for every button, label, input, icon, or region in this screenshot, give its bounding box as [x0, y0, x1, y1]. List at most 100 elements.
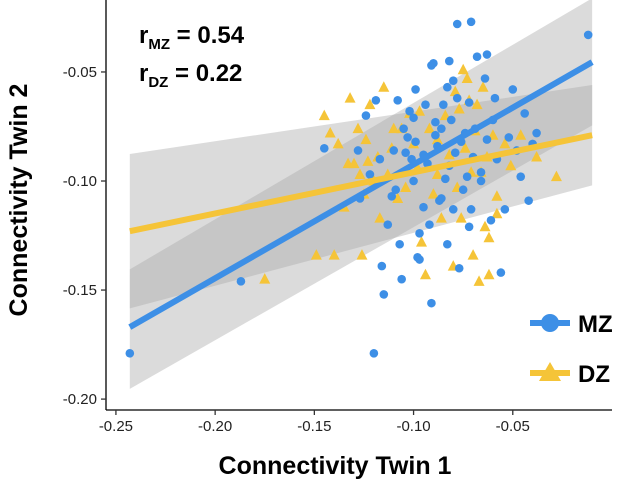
x-tick-label: -0.10 [396, 418, 430, 435]
y-tick-label: -0.15 [63, 282, 97, 299]
mz-point [365, 170, 375, 179]
mz-legend-marker [541, 314, 559, 332]
mz-point [431, 117, 440, 127]
mz-point [448, 205, 458, 214]
y-tick-label: -0.20 [63, 391, 97, 408]
mz-point [524, 196, 533, 205]
dz-point [467, 249, 479, 260]
mz-point [462, 172, 472, 181]
mz-point [401, 148, 410, 157]
x-axis-title: Connectivity Twin 1 [219, 452, 452, 479]
mz-point [437, 124, 446, 133]
dz-point [550, 170, 562, 182]
dz-point [328, 249, 340, 260]
dz-point [483, 268, 495, 280]
mz-point [464, 98, 474, 107]
mz-point [411, 137, 420, 147]
mz-point [516, 172, 526, 181]
dz-point [491, 207, 503, 219]
mz-point [319, 143, 329, 153]
mz-point [379, 290, 389, 299]
mz-legend-label: MZ [578, 311, 613, 338]
mz-point [423, 159, 432, 168]
dz-point [435, 212, 447, 223]
mz-point [409, 113, 418, 123]
mz-point [419, 202, 428, 212]
dz-point [461, 72, 473, 84]
dz-point [457, 63, 469, 75]
y-tick-label: -0.10 [63, 173, 97, 190]
mz-point [444, 56, 454, 66]
dz-point [354, 168, 366, 179]
mz-point [490, 93, 500, 103]
mz-point [443, 82, 452, 92]
mz-point [415, 255, 424, 264]
mz-point [427, 61, 436, 70]
mz-point [403, 133, 412, 142]
mz-point [452, 93, 462, 103]
mz-point [397, 274, 406, 284]
mz-point [583, 30, 593, 40]
x-tick-label: -0.25 [99, 418, 133, 435]
dz-point [479, 220, 491, 232]
mz-point [482, 50, 492, 59]
mz-point [375, 154, 385, 164]
regression-lines [128, 59, 594, 330]
mz-point [439, 100, 448, 109]
dz-point [352, 122, 364, 134]
mz-point [425, 220, 434, 229]
mz-point [236, 277, 246, 286]
x-tick-label: -0.20 [198, 418, 232, 435]
dz-point [431, 168, 443, 179]
mz-point [448, 76, 458, 85]
mz-point [458, 185, 468, 195]
mz-point [377, 261, 387, 271]
mz-point [399, 124, 408, 133]
dz-point [392, 192, 404, 203]
dz-point [473, 275, 485, 286]
mz-point [421, 100, 430, 109]
dz-point [455, 212, 467, 223]
mz-point [395, 239, 404, 249]
dz-point [477, 81, 489, 92]
mz-regression-line [128, 59, 594, 330]
dz-point [374, 212, 386, 223]
dz-point [491, 190, 503, 201]
dz-point [419, 268, 431, 280]
mz-point [500, 205, 510, 214]
dz-point [324, 127, 336, 138]
dz-point [360, 133, 372, 145]
mz-point [371, 96, 381, 105]
dz-point [400, 181, 412, 193]
correlation-dz: rDZ = 0.22 [139, 60, 242, 91]
mz-point [431, 130, 440, 140]
dz-point [310, 249, 322, 260]
mz-point [532, 128, 541, 138]
mz-point [387, 191, 397, 201]
mz-point [454, 263, 464, 273]
dz-point [499, 137, 511, 149]
dz-point [356, 249, 368, 260]
dz-point [449, 85, 461, 97]
mz-point [472, 52, 482, 62]
mz-point [389, 146, 399, 155]
mz-point [353, 146, 363, 155]
mz-point [446, 115, 456, 125]
mz-point [504, 133, 514, 142]
dz-point [344, 92, 356, 103]
dz-point [471, 98, 483, 110]
dz-point [531, 151, 543, 162]
dz-point [362, 155, 374, 166]
dz-regression-line [129, 132, 593, 235]
dz-point [378, 81, 390, 92]
mz-point [452, 19, 462, 29]
dz-point [443, 148, 455, 160]
dz-point [483, 231, 495, 243]
dz-point [427, 188, 439, 199]
mz-point [466, 205, 476, 214]
mz-point [391, 185, 401, 195]
data-points [125, 17, 593, 358]
correlation-annotations: rMZ = 0.54 rDZ = 0.22 [139, 22, 245, 91]
dz-point [515, 129, 527, 140]
